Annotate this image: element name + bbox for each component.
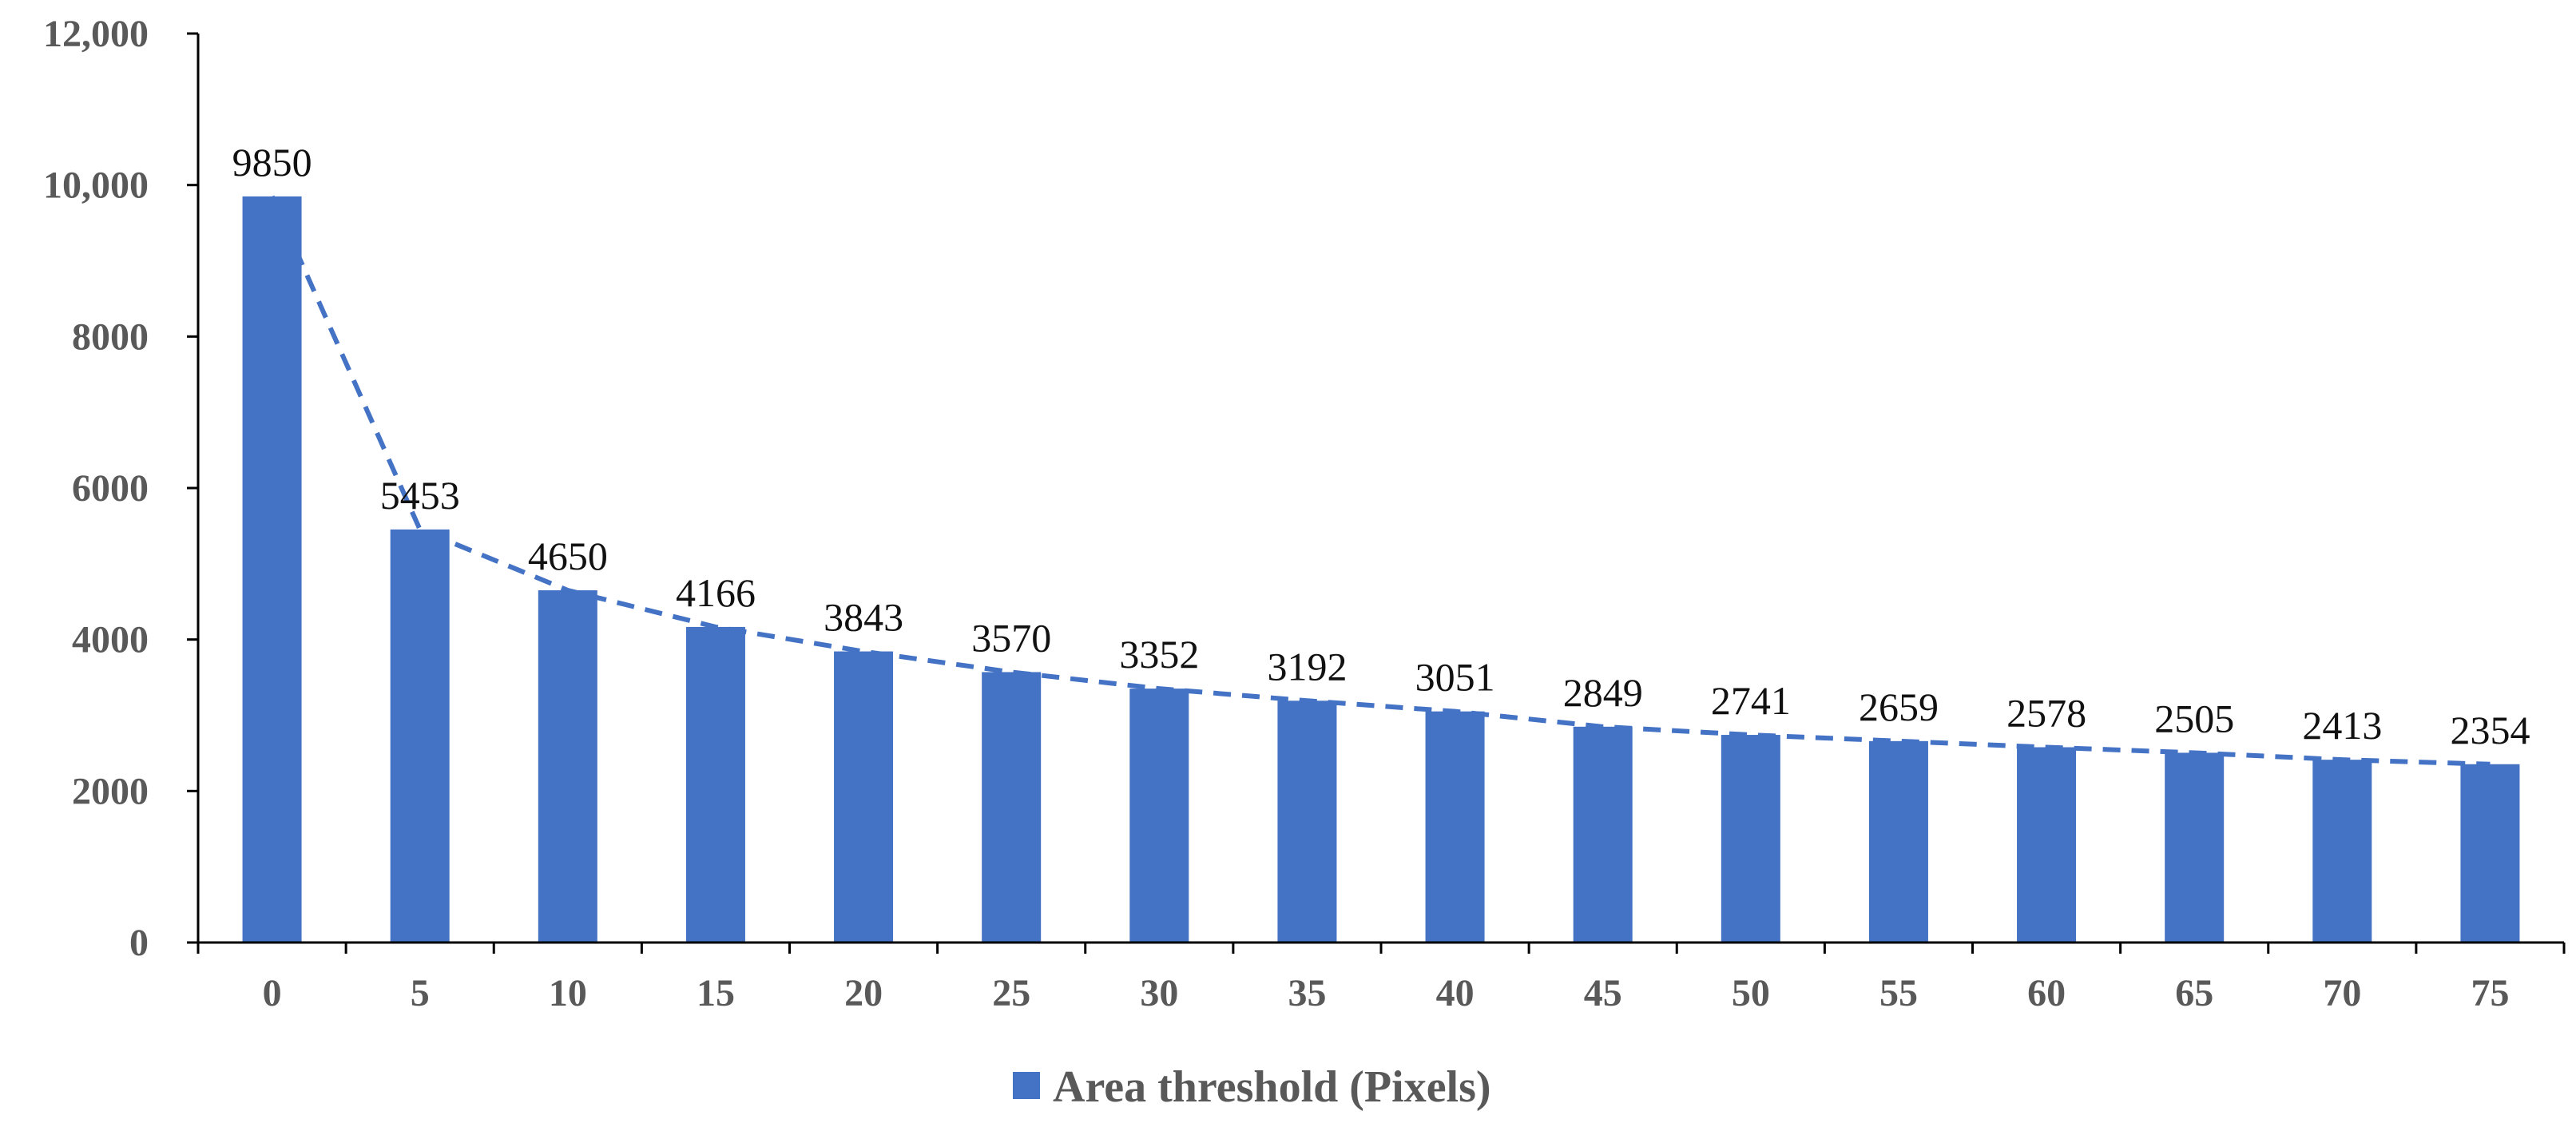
y-tick-label: 8000	[72, 316, 149, 358]
x-tick-label: 55	[1879, 972, 1918, 1014]
x-tick-label: 20	[844, 972, 883, 1014]
data-label: 4166	[676, 570, 756, 615]
bar	[2017, 747, 2077, 943]
data-labels-layer: 9850 5453 4650 4166 3843 3570 3352 3192 3051 2849…	[232, 140, 2530, 752]
bar	[1129, 689, 1189, 943]
y-tick-label: 12,000	[43, 13, 149, 55]
bar	[390, 529, 450, 943]
data-label: 3192	[1267, 644, 1347, 689]
x-tick-label: 60	[2027, 972, 2066, 1014]
x-tick-label: 5	[411, 972, 430, 1014]
y-tick-label: 10,000	[43, 165, 149, 207]
bar	[834, 651, 894, 943]
legend: Area threshold (Pixels)	[1013, 1062, 1491, 1112]
legend-swatch	[1013, 1072, 1040, 1099]
data-label: 3051	[1415, 655, 1495, 700]
bar	[982, 672, 1042, 943]
data-label: 2578	[2006, 691, 2086, 736]
bars-layer	[242, 196, 2520, 943]
x-tick-label: 65	[2175, 972, 2213, 1014]
bar	[242, 196, 302, 943]
bar	[2312, 760, 2372, 943]
x-tick-label: 50	[1732, 972, 1770, 1014]
y-axis-ticks: 0 2000 4000 6000 8000 10,000 12,000	[43, 13, 198, 964]
x-tick-label: 70	[2323, 972, 2361, 1014]
bar	[538, 590, 597, 943]
data-label: 5453	[380, 473, 460, 518]
data-label: 4650	[528, 534, 608, 578]
bar	[685, 626, 745, 943]
x-tick-label: 25	[992, 972, 1030, 1014]
bar	[1277, 700, 1337, 943]
bar	[1721, 735, 1780, 943]
y-tick-label: 0	[129, 922, 149, 964]
x-tick-label: 75	[2471, 972, 2509, 1014]
x-tick-label: 40	[1436, 972, 1475, 1014]
data-label: 2659	[1859, 685, 1939, 729]
x-tick-label: 15	[697, 972, 735, 1014]
bar	[1573, 726, 1633, 943]
y-tick-label: 6000	[72, 467, 149, 510]
x-tick-label: 35	[1288, 972, 1326, 1014]
bar	[2165, 752, 2225, 943]
data-label: 3352	[1119, 632, 1199, 677]
data-label: 3843	[824, 595, 903, 640]
x-axis-ticks: 0 5 10 15 20 25 30 35 40 45 50 55 60 65 70 75	[196, 943, 2566, 1014]
x-tick-label: 45	[1584, 972, 1622, 1014]
trendline	[269, 195, 2491, 767]
trendline-layer	[269, 195, 2491, 767]
data-label: 3570	[971, 615, 1051, 660]
data-label: 2413	[2302, 703, 2382, 748]
data-label: 2741	[1711, 678, 1791, 723]
x-tick-label: 30	[1140, 972, 1178, 1014]
data-label: 2849	[1563, 670, 1643, 715]
bar	[1868, 740, 1928, 943]
data-label: 9850	[232, 140, 312, 185]
x-tick-label: 0	[263, 972, 282, 1014]
data-label: 2354	[2450, 708, 2530, 752]
data-label: 2505	[2154, 696, 2234, 740]
legend-label: Area threshold (Pixels)	[1053, 1062, 1491, 1112]
y-tick-label: 2000	[72, 770, 149, 812]
x-tick-label: 10	[549, 972, 587, 1014]
bar	[1425, 711, 1485, 943]
bar	[2460, 764, 2520, 943]
y-tick-label: 4000	[72, 619, 149, 661]
